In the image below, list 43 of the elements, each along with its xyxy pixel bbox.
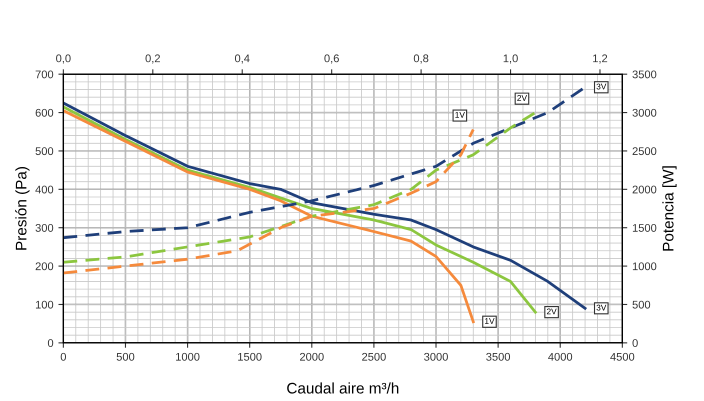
x-tick-label: 1500: [238, 352, 262, 361]
y-axis-title: Presión (Pa): [15, 167, 30, 250]
x-tick-label: 2000: [300, 352, 324, 361]
x2-tick-label: 0,4: [234, 54, 250, 64]
series-label: 1V: [455, 112, 465, 118]
x2-tick-label: 0,8: [414, 54, 428, 64]
x-tick-label: 4500: [610, 352, 634, 361]
y-tick-label: 100: [36, 300, 54, 309]
y-tick-label: 300: [36, 224, 54, 232]
x-tick-label: 0: [60, 352, 66, 361]
y-tick-label: 700: [36, 70, 54, 78]
x2-tick-label: 0,0: [56, 54, 71, 64]
x-tick-label: 4000: [548, 352, 572, 361]
line-series: [63, 109, 475, 324]
y2-tick-label: 2000: [632, 186, 656, 194]
x-tick-label: 3000: [424, 352, 448, 361]
x-tick-label: 2500: [362, 352, 386, 361]
y2-tick-label: 1500: [632, 224, 656, 232]
x2-tick-label: 0,6: [324, 54, 339, 64]
y2-tick-label: 0: [632, 339, 638, 347]
x-tick-label: 500: [116, 352, 134, 361]
x2-tick-label: 1,0: [504, 54, 518, 64]
x2-tick-label: 0,2: [146, 54, 160, 64]
y2-tick-label: 1000: [632, 262, 656, 270]
y-tick-label: 400: [35, 186, 54, 194]
y2-tick-label: 2500: [632, 147, 656, 156]
x-axis-title: Caudal aire m³/h: [287, 382, 398, 394]
x2-tick-label: 1,2: [593, 54, 608, 64]
y-tick-label: 600: [36, 108, 54, 117]
y-tick-label: 200: [36, 262, 54, 270]
series-label: 3V: [596, 304, 606, 311]
series-label: 3V: [596, 84, 606, 90]
y2-tick-label: 3000: [632, 108, 656, 117]
x-tick-label: 3500: [486, 352, 510, 361]
series-label: 2V: [517, 95, 528, 101]
series-label: 2V: [546, 308, 557, 314]
y2-axis-title: Potencia [W]: [662, 166, 677, 251]
series-label: 1V: [485, 318, 495, 324]
y2-tick-label: 500: [632, 300, 650, 309]
y-tick-label: 0: [48, 339, 54, 347]
x-tick-label: 1000: [176, 352, 200, 361]
y-tick-label: 500: [36, 147, 54, 156]
y2-tick-label: 3500: [632, 70, 656, 78]
